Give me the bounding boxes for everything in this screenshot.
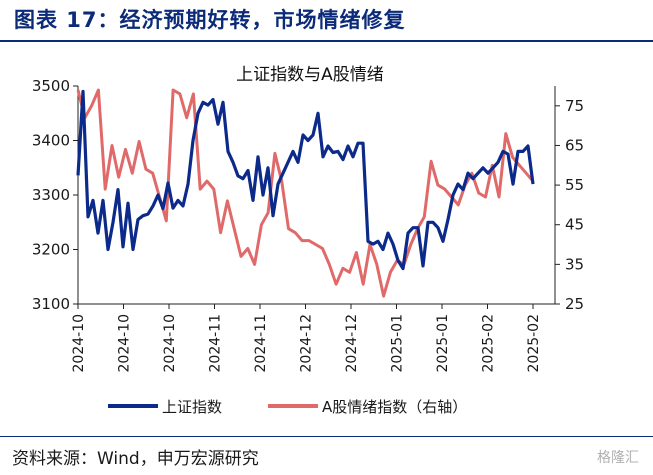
source-note: 资料来源：Wind，申万宏源研究 (12, 449, 259, 469)
chart-title: 上证指数与A股情绪 (236, 65, 384, 85)
chart-area: 上证指数与A股情绪 3100 3200 3300 3400 3500 25 35 45 55 6… (32, 65, 584, 416)
left-tick-label: 3200 (32, 241, 70, 259)
right-tick-label: 25 (565, 295, 584, 313)
source-rule (0, 436, 653, 437)
right-tick-label: 45 (565, 216, 584, 234)
left-tick-label: 3100 (32, 295, 70, 313)
right-tick-label: 55 (565, 176, 584, 194)
x-tick-label: 2024-10 (71, 314, 87, 373)
x-tick-label: 2024-10 (117, 314, 133, 373)
x-tick-label: 2025-02 (481, 314, 497, 373)
x-tick-label: 2025-01 (435, 314, 451, 373)
x-tick-label: 2024-11 (208, 314, 224, 373)
series-line-1 (76, 88, 535, 298)
left-tick-label: 3400 (32, 132, 70, 150)
legend-label-1: A股情绪指数（右轴） (322, 398, 467, 416)
title-rule (0, 40, 653, 42)
x-tick-label: 2024-12 (299, 314, 315, 373)
x-tick-label: 2025-02 (526, 314, 542, 373)
x-tick-label: 2024-12 (344, 314, 360, 373)
legend-label-0: 上证指数 (162, 398, 222, 416)
x-tick-label: 2025-01 (390, 314, 406, 373)
series-line-0 (76, 89, 535, 271)
x-tick-label: 2024-11 (253, 314, 269, 373)
right-tick-label: 75 (565, 97, 584, 115)
right-tick-label: 35 (565, 255, 584, 273)
right-tick-label: 65 (565, 136, 584, 154)
right-axis-ticks: 25 35 45 55 65 75 (555, 97, 584, 313)
legend: 上证指数 A股情绪指数（右轴） (108, 398, 467, 416)
left-axis-ticks: 3100 3200 3300 3400 3500 (32, 77, 78, 313)
watermark: 格隆汇 (597, 450, 639, 466)
left-tick-label: 3500 (32, 77, 70, 95)
left-tick-label: 3300 (32, 186, 70, 204)
x-tick-label: 2024-10 (162, 314, 178, 373)
figure-title: 图表 17：经济预期好转，市场情绪修复 (14, 8, 406, 32)
x-axis-ticks: 2024-10 2024-10 2024-10 2024-11 2024-11 2024-… (71, 304, 542, 373)
series-layer (76, 88, 535, 298)
